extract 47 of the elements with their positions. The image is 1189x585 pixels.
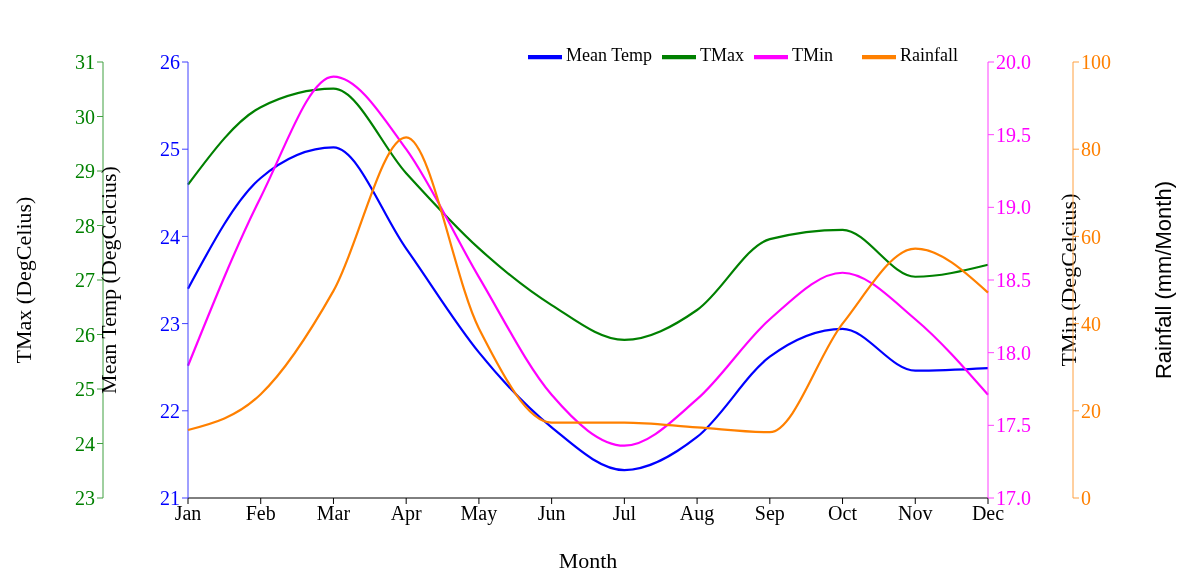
x-tick-label: Oct: [828, 502, 858, 525]
y-axis-title: Rainfall (mm/Month): [1150, 180, 1176, 380]
legend-label: Mean Temp: [566, 45, 652, 66]
y3-tick-label: 30: [75, 105, 95, 128]
legend-label: Rainfall: [900, 45, 958, 66]
y3-tick-label: 24: [75, 432, 95, 455]
x-tick-label: Jun: [537, 502, 566, 525]
y3-axis-title: TMax (DegCelius): [10, 196, 36, 364]
y2-tick-label: 19.0: [996, 196, 1031, 219]
y-tick-label: 60: [1081, 225, 1101, 248]
y3-tick-label: 25: [75, 378, 95, 401]
x-tick-label: May: [460, 502, 498, 526]
y-tick-label: 26: [160, 51, 180, 74]
x-tick-label: Aug: [679, 502, 715, 526]
y3-tick-label: 28: [75, 214, 95, 237]
y-tick-label: 40: [1081, 312, 1101, 335]
y2-tick-label: 19.5: [996, 123, 1031, 146]
x-tick-label: Apr: [390, 502, 423, 526]
y-tick-label: 24: [160, 225, 180, 248]
line-series: [186, 87, 990, 342]
y2-tick-label: 18.5: [996, 269, 1031, 292]
y-tick-label: 23: [160, 312, 180, 335]
x-tick-label: Jul: [612, 502, 637, 525]
y2-tick-label: 17.5: [996, 414, 1031, 437]
y2-axis-title: TMin (DegCelcius): [1055, 193, 1081, 367]
y3-tick-label: 29: [75, 160, 95, 183]
x-tick-label: Nov: [898, 502, 933, 525]
y-tick-label: 20: [1081, 399, 1101, 422]
y-tick-label: 80: [1081, 138, 1101, 161]
y-axis-title: Mean Temp (DegCelcius): [95, 166, 121, 394]
y3-tick-label: 26: [75, 323, 95, 346]
x-tick-label: Sep: [754, 502, 785, 526]
y3-tick-label: 23: [75, 487, 95, 510]
y3-tick-label: 27: [75, 269, 95, 292]
x-tick-label: Mar: [316, 502, 351, 525]
y2-tick-label: 18.0: [996, 341, 1031, 364]
y2-tick-label: 20.0: [996, 51, 1031, 74]
y-tick-label: 0: [1081, 487, 1091, 510]
y-tick-label: 22: [160, 399, 180, 422]
legend-label: TMax: [699, 45, 744, 66]
line-series: [186, 75, 990, 447]
y3-tick-label: 31: [75, 51, 95, 74]
x-axis-title: Month: [558, 548, 618, 573]
y-tick-label: 100: [1081, 51, 1111, 74]
y-tick-label: 25: [160, 138, 180, 161]
x-tick-label: Feb: [245, 502, 276, 525]
legend-label: TMin: [791, 45, 833, 66]
